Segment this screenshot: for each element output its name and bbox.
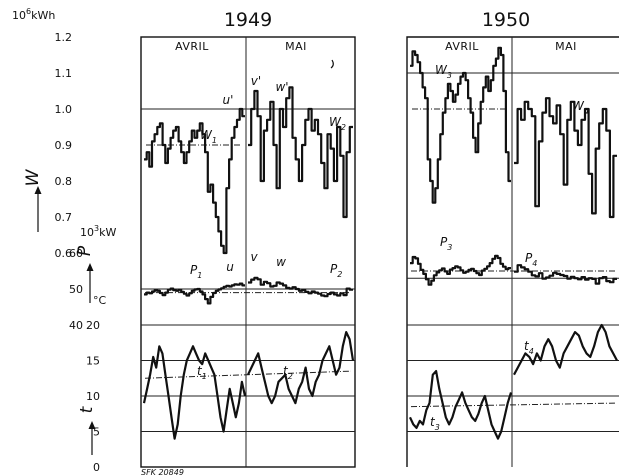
panel-1949 xyxy=(140,36,356,468)
series-P3 xyxy=(410,254,511,286)
label-P4: P4 xyxy=(525,251,537,268)
p-axis-letter: P xyxy=(75,245,95,303)
series-t2 xyxy=(247,331,355,405)
month-1949-avril: AVRIL xyxy=(175,40,209,53)
label-P3: P3 xyxy=(440,235,452,252)
tick-p-1: 50 xyxy=(69,283,83,296)
series-t4 xyxy=(513,323,618,376)
series-W4 xyxy=(514,97,617,219)
series-labels: W1 W2 P1 P2 t1 t2 W3 W4 P3 P4 t3 t4 xyxy=(190,63,589,432)
tick-t-4: 0 xyxy=(93,461,100,474)
tick-p-0: 60 xyxy=(69,247,83,260)
label-W1: W1 xyxy=(200,128,217,145)
tick-w-0: 1.2 xyxy=(55,31,73,44)
t-unit-label: °C xyxy=(93,294,107,307)
w-axis-letter-text: W xyxy=(23,168,43,186)
month-1949-mai: MAI xyxy=(285,40,307,53)
panel-1950 xyxy=(406,36,619,467)
month-1950-avril: AVRIL xyxy=(445,40,479,53)
tick-t-0: 20 xyxy=(86,319,100,332)
tick-w-4: 0.8 xyxy=(55,175,73,188)
panel-1949-frame xyxy=(140,36,356,468)
t-axis-letter: t xyxy=(77,405,97,455)
annotation-w-prime: w' xyxy=(275,80,288,94)
month-1950-mai: MAI xyxy=(555,40,577,53)
label-P2: P2 xyxy=(330,262,342,279)
ref-t-dashed-1950 xyxy=(410,402,616,408)
tick-w-1: 1.1 xyxy=(55,67,73,80)
annotation-markers: u' v' w' u v w xyxy=(223,59,334,274)
label-P1: P1 xyxy=(190,263,202,280)
annotation-u: u xyxy=(226,260,234,274)
p-unit-label: 103kW xyxy=(80,224,116,239)
annotation-u-prime: u' xyxy=(223,93,234,107)
series-P1 xyxy=(144,282,245,305)
label-t2: t2 xyxy=(283,364,293,381)
w-unit-exponent: 6 xyxy=(26,7,31,16)
label-W2: W2 xyxy=(329,115,346,132)
series-P4 xyxy=(514,264,617,285)
series-t3 xyxy=(409,370,513,440)
pen-mark xyxy=(330,59,334,69)
series-W1 xyxy=(144,107,245,255)
tick-t-2: 10 xyxy=(86,390,100,403)
label-W4: W4 xyxy=(572,99,589,116)
p-unit-suffix: kW xyxy=(99,226,116,239)
series-layer xyxy=(142,46,618,440)
w-axis-arrow-head xyxy=(34,186,42,194)
tick-t-1: 15 xyxy=(86,355,100,368)
t-axis-letter-text: t xyxy=(77,405,97,413)
panel-1950-frame xyxy=(406,36,619,467)
reference-lines xyxy=(141,72,619,432)
t-axis-ticks: 20 15 10 5 0 xyxy=(86,319,100,474)
tick-p-2: 40 xyxy=(69,319,83,332)
series-t1 xyxy=(142,345,247,440)
annotation-v: v xyxy=(250,250,258,264)
tick-w-5: 0.7 xyxy=(55,211,73,224)
p-unit-exponent: 3 xyxy=(94,224,99,233)
tick-w-2: 1.0 xyxy=(55,103,73,116)
w-axis-ticks: 1.2 1.1 1.0 0.9 0.8 0.7 0.6 xyxy=(55,31,73,260)
series-W3 xyxy=(410,46,511,204)
source-code: SFK 20849 xyxy=(141,468,184,476)
p-axis-arrow-head xyxy=(86,263,94,271)
t-axis-arrow-head xyxy=(88,421,96,429)
tick-w-3: 0.9 xyxy=(55,139,73,152)
w-unit-label: 106kWh xyxy=(12,7,55,22)
w-unit-mantissa: 10 xyxy=(12,9,26,22)
w-axis-letter: W xyxy=(23,168,43,232)
year-1949-title: 1949 xyxy=(224,9,272,31)
annotation-w: w xyxy=(276,255,286,269)
label-t1: t1 xyxy=(197,364,207,381)
year-1950-title: 1950 xyxy=(482,9,530,31)
label-t3: t3 xyxy=(430,415,440,432)
p-axis-ticks: 60 50 40 xyxy=(69,247,83,332)
tick-t-3: 5 xyxy=(93,426,100,439)
series-W2 xyxy=(248,86,353,219)
w-unit-suffix: kWh xyxy=(31,9,55,22)
series-P2 xyxy=(248,276,353,298)
p-axis-letter-text: P xyxy=(75,245,95,256)
label-W3: W3 xyxy=(435,63,452,80)
tick-w-6: 0.6 xyxy=(55,247,73,260)
annotation-v-prime: v' xyxy=(251,74,261,88)
label-t4: t4 xyxy=(524,339,534,356)
p-unit-mantissa: 10 xyxy=(80,226,94,239)
